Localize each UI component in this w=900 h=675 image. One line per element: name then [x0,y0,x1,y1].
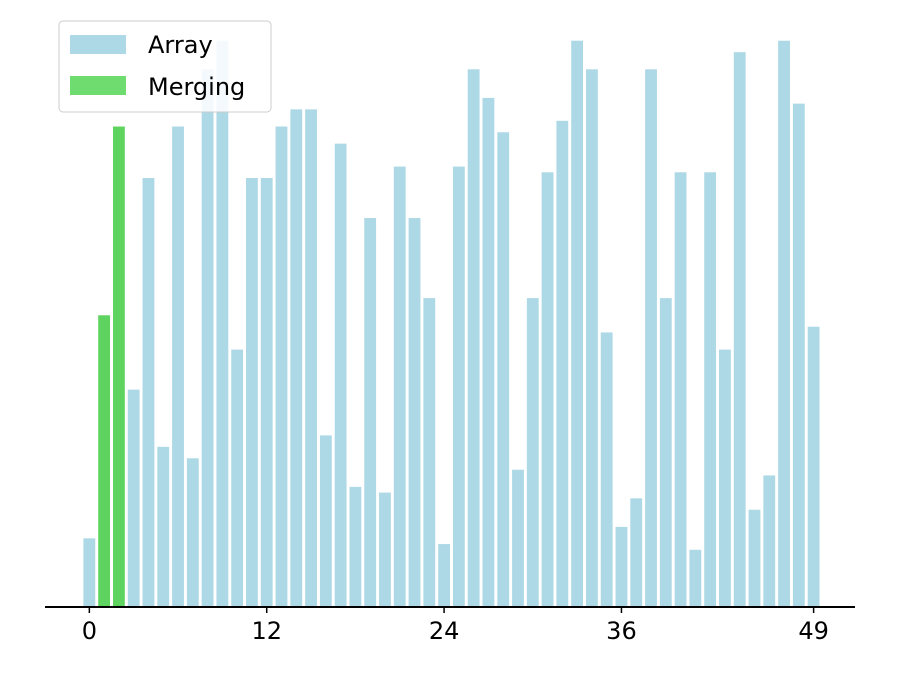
bar [600,332,613,607]
bar [246,178,258,607]
bar [334,143,347,607]
bar [127,389,140,607]
bar [689,549,702,607]
bar [674,172,687,607]
bar [408,218,421,608]
bar [748,509,761,607]
x-tick-label: 0 [82,617,97,645]
bar [319,435,332,607]
bar [216,40,229,608]
bar [571,40,584,608]
bar [792,103,805,607]
bar [142,178,155,607]
bar [275,126,288,608]
bar [393,166,406,607]
bar [349,486,362,607]
bar [364,218,377,608]
bar [260,178,273,607]
legend: Array Merging [58,20,272,113]
bar [526,298,539,607]
x-tick-label: 36 [606,617,637,645]
bar [172,126,184,608]
bar [615,526,628,607]
legend-label-merging: Merging [148,73,245,101]
bar [423,298,436,607]
bar-merging [98,315,111,607]
bar [630,498,643,607]
bar [467,69,480,607]
x-tick-label: 49 [798,617,829,645]
bar [438,544,450,607]
bar [659,298,672,607]
bar [585,69,598,607]
bar [763,475,776,607]
bar [704,172,717,607]
bar [157,446,170,607]
bar [201,69,214,607]
bar [231,349,244,607]
bar [452,166,465,607]
legend-swatch-array [70,35,126,54]
bars-group [83,40,820,608]
bar [186,458,199,607]
bar [556,120,569,608]
bar [482,97,495,608]
bar [379,492,391,607]
bar-merging [112,126,125,608]
legend-swatch-merging [70,76,126,95]
legend-label-array: Array [148,31,213,59]
bar [497,132,510,608]
bar [719,349,731,607]
bar [778,40,790,608]
bar [807,326,820,607]
bar [305,109,317,608]
x-tick-label: 12 [251,617,282,645]
bar [541,172,554,607]
bar [83,538,96,607]
x-ticks-group: 0 12 24 36 49 [82,607,829,645]
bar [512,469,524,607]
bar [290,109,303,608]
x-tick-label: 24 [429,617,460,645]
bar [645,69,657,607]
bar [733,52,746,608]
